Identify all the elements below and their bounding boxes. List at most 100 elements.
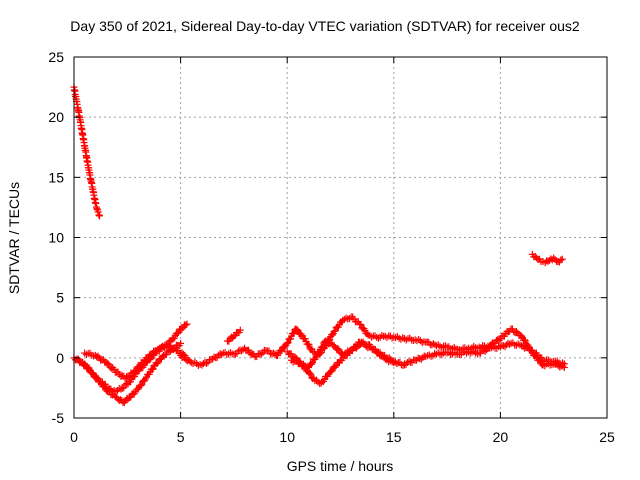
data-point [558, 255, 566, 263]
data-point-fill [103, 359, 111, 367]
data-point-fill [170, 334, 178, 342]
data-point-fill [307, 370, 315, 378]
data-point-fill [307, 360, 315, 368]
data-point-fill [331, 363, 339, 371]
data-point-fill [278, 346, 286, 354]
data-point-fill [519, 343, 527, 351]
data-point-fill [374, 348, 382, 356]
data-point-fill [148, 365, 156, 373]
x-tick-label: 25 [599, 429, 615, 445]
data-point-fill [149, 365, 157, 373]
data-point-fill [153, 360, 161, 368]
data-point-fill [335, 346, 343, 354]
data-point-fill [112, 388, 120, 396]
y-tick-label: 10 [48, 230, 64, 246]
data-point-fill [82, 351, 90, 359]
y-tick-label: 0 [56, 350, 64, 366]
data-point-fill [506, 340, 514, 348]
y-axis-label: SDTVAR / TECUs [6, 182, 22, 294]
y-tick-label: -5 [52, 410, 65, 426]
data-point [400, 360, 408, 368]
data-points [70, 83, 568, 407]
data-point-fill [318, 343, 326, 351]
data-point [518, 332, 526, 340]
x-tick-label: 20 [493, 429, 509, 445]
data-point-fill [357, 321, 365, 329]
data-point-fill [436, 350, 444, 358]
y-tick-label: 15 [48, 169, 64, 185]
data-point-fill [154, 358, 162, 366]
data-point-fill [481, 347, 489, 355]
data-point-fill [525, 346, 533, 354]
data-point-fill [120, 384, 128, 392]
data-point-fill [132, 367, 140, 375]
data-point-fill [289, 358, 297, 366]
data-point-fill [306, 369, 314, 377]
data-point [236, 326, 244, 334]
data-point-fill [316, 348, 324, 356]
series-track-1-early-descent [70, 83, 104, 220]
data-point-fill [393, 360, 401, 368]
data-point-fill [284, 338, 292, 346]
data-point-fill [304, 340, 312, 348]
data-point-fill [383, 356, 391, 364]
series-track-7 [224, 326, 244, 345]
data-point-fill [521, 337, 529, 345]
data-point-fill [216, 350, 224, 358]
data-point-fill [512, 327, 520, 335]
data-point-fill [105, 360, 113, 368]
data-point-fill [520, 336, 528, 344]
data-point-fill [392, 334, 400, 342]
data-point-fill [516, 341, 524, 349]
series-track-6 [177, 344, 281, 369]
data-point-fill [127, 393, 135, 401]
x-tick-label: 10 [279, 429, 295, 445]
data-point [230, 332, 238, 340]
data-point-fill [305, 341, 313, 349]
x-tick-label: 0 [70, 429, 78, 445]
y-tick-label: 25 [48, 49, 64, 65]
data-point-fill [425, 351, 433, 359]
data-point-fill [93, 374, 101, 382]
axis-ticks: 0 5 10 15 20 25 -5 0 5 10 15 20 25 [48, 49, 615, 445]
data-point [96, 212, 104, 220]
data-point-fill [499, 342, 507, 350]
data-point [390, 359, 398, 367]
data-point-fill [419, 354, 427, 362]
data-point-fill [193, 360, 201, 368]
data-point-fill [378, 331, 386, 339]
data-point-fill [376, 333, 384, 341]
data-point-fill [174, 329, 182, 337]
data-point-fill [277, 347, 285, 355]
series-track-2-late-segment [528, 250, 566, 267]
data-point-fill [298, 361, 306, 369]
x-axis-label: GPS time / hours [287, 458, 394, 474]
data-point-fill [342, 314, 350, 322]
data-point-fill [138, 381, 146, 389]
data-point-fill [137, 382, 145, 390]
data-point-fill [521, 344, 529, 352]
x-tick-label: 5 [177, 429, 185, 445]
data-point-fill [441, 342, 449, 350]
data-point-fill [312, 353, 320, 361]
data-point-fill [173, 330, 181, 338]
y-tick-label: 20 [48, 109, 64, 125]
data-point-fill [299, 360, 307, 368]
data-point-fill [135, 363, 143, 371]
data-point-fill [202, 359, 210, 367]
data-point-fill [331, 327, 339, 335]
data-point-fill [557, 256, 565, 264]
data-point-fill [124, 373, 132, 381]
data-point-fill [294, 326, 302, 334]
data-point-fill [94, 208, 102, 216]
data-point-fill [308, 359, 316, 367]
chart-title: Day 350 of 2021, Sidereal Day-to-day VTE… [70, 18, 580, 34]
data-point-fill [416, 337, 424, 345]
data-point-fill [319, 342, 327, 350]
data-point-fill [178, 325, 186, 333]
data-point-fill [131, 368, 139, 376]
data-point-fill [256, 350, 264, 358]
data-point-fill [328, 331, 336, 339]
data-point-fill [416, 354, 424, 362]
